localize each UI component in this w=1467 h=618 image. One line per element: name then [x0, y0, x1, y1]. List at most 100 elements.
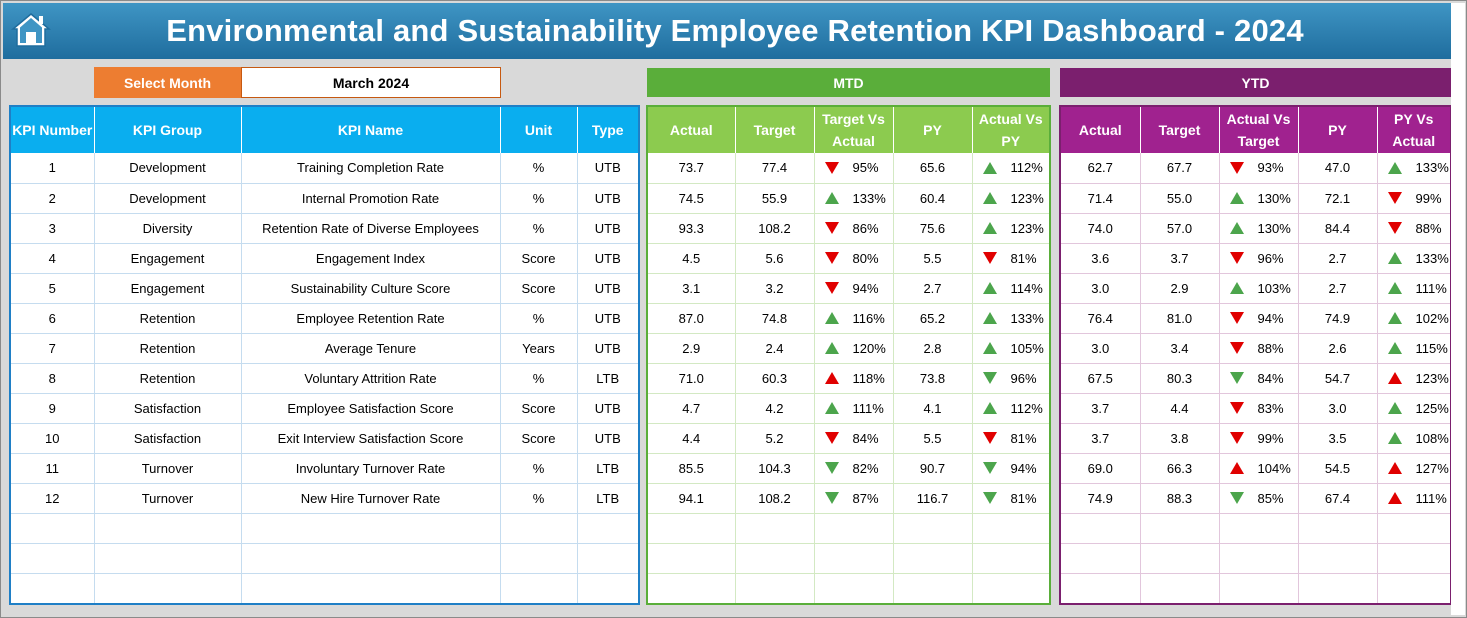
column-header: Type — [577, 107, 638, 153]
column-header: Target — [1140, 107, 1220, 153]
indicator-cell: 123% — [1377, 363, 1450, 394]
indicator-cell: 103% — [1219, 273, 1299, 304]
percent-value: 130% — [1257, 220, 1291, 236]
up-arrow-red-icon — [1229, 462, 1244, 474]
table-row: 2.9 2.4 120% 2.8 105% — [648, 333, 1049, 364]
up-arrow-green-icon — [982, 222, 997, 234]
column-header: Actual — [648, 107, 736, 153]
down-arrow-red-icon — [1229, 402, 1244, 414]
mtd-py: 116.7 — [893, 483, 973, 514]
up-arrow-green-icon — [1229, 282, 1244, 294]
kpi-type: UTB — [577, 333, 638, 364]
kpi-number: 8 — [11, 363, 95, 394]
ytd-py: 2.7 — [1298, 273, 1378, 304]
kpi-unit: Score — [500, 423, 578, 454]
percent-value: 108% — [1415, 430, 1449, 446]
table-row: 71.0 60.3 118% 73.8 96% — [648, 363, 1050, 394]
table-row: 3.6 3.7 96% 2.7 133% — [1061, 243, 1450, 274]
table-row: 3 Diversity Retention Rate of Diverse Empl… — [11, 213, 638, 244]
kpi-group: Turnover — [94, 483, 242, 514]
empty-cell — [1298, 513, 1378, 544]
kpi-name: Sustainability Culture Score — [241, 273, 501, 304]
table-row — [1061, 543, 1450, 574]
indicator: 94% — [973, 461, 1050, 476]
mtd-actual: 94.1 — [648, 483, 736, 514]
indicator: 96% — [973, 371, 1050, 386]
down-arrow-red-icon — [1387, 222, 1402, 234]
kpi-table-panel: KPI Number KPI Group KPI Name Unit Type 1 Dev… — [9, 105, 640, 605]
kpi-name: Exit Interview Satisfaction Score — [241, 423, 501, 454]
percent-value: 123% — [1415, 370, 1449, 386]
table-row: 3.0 2.9 103% 2.7 111% — [1061, 273, 1451, 304]
percent-value: 96% — [1010, 370, 1037, 386]
up-arrow-green-icon — [824, 312, 839, 324]
empty-cell — [814, 513, 894, 544]
empty-cell — [648, 543, 736, 574]
kpi-group: Retention — [94, 333, 242, 364]
home-icon[interactable] — [9, 11, 53, 49]
indicator: 94% — [1220, 311, 1298, 326]
indicator: 114% — [973, 281, 1050, 296]
indicator: 93% — [1220, 160, 1298, 175]
percent-value: 125% — [1415, 400, 1449, 416]
indicator-cell: 84% — [1219, 363, 1299, 394]
percent-value: 133% — [852, 190, 886, 206]
percent-value: 94% — [852, 280, 879, 296]
table-row: 4.5 5.6 80% 5.5 81% — [648, 243, 1049, 274]
indicator: 115% — [1378, 341, 1451, 356]
up-arrow-green-icon — [982, 312, 997, 324]
kpi-group: Satisfaction — [94, 393, 242, 424]
up-arrow-green-icon — [1387, 342, 1402, 354]
kpi-group: Retention — [94, 363, 242, 394]
up-arrow-green-icon — [1387, 312, 1402, 324]
kpi-group: Satisfaction — [94, 423, 242, 454]
percent-value: 130% — [1257, 190, 1291, 206]
ytd-target: 3.8 — [1140, 423, 1220, 454]
empty-cell — [893, 543, 973, 574]
ytd-header: YTD — [1060, 68, 1451, 97]
indicator: 127% — [1378, 461, 1451, 476]
mtd-target: 74.8 — [735, 303, 815, 334]
percent-value: 93% — [1257, 160, 1284, 176]
percent-value: 133% — [1415, 160, 1449, 176]
month-select[interactable]: March 2024 — [241, 67, 501, 98]
table-row: 2 Development Internal Promotion Rate% UTB — [11, 183, 638, 214]
indicator-cell: 85% — [1219, 483, 1299, 514]
empty-cell — [1377, 513, 1450, 544]
indicator: 84% — [1220, 371, 1298, 386]
percent-value: 116% — [852, 310, 885, 326]
indicator: 83% — [1220, 401, 1298, 416]
ytd-target: 67.7 — [1140, 153, 1220, 184]
mtd-py: 5.5 — [893, 423, 973, 454]
table-row: 74.0 57.0 130% 84.4 88% — [1061, 213, 1450, 244]
ytd-actual: 3.6 — [1061, 243, 1141, 274]
percent-value: 112% — [1010, 400, 1043, 416]
kpi-type: UTB — [577, 273, 638, 304]
percent-value: 81% — [1010, 490, 1037, 506]
ytd-target: 80.3 — [1140, 363, 1220, 394]
indicator: 111% — [1378, 491, 1451, 506]
kpi-number: 6 — [11, 303, 95, 334]
percent-value: 112% — [1010, 160, 1043, 176]
empty-cell — [1219, 573, 1299, 603]
down-arrow-red-icon — [982, 252, 997, 264]
ytd-actual: 76.4 — [1061, 303, 1141, 334]
kpi-unit: % — [500, 183, 578, 214]
percent-value: 111% — [852, 400, 884, 416]
ytd-py: 67.4 — [1298, 483, 1378, 514]
right-margin — [1451, 3, 1465, 615]
empty-cell — [735, 513, 815, 544]
indicator-cell: 112% — [972, 153, 1049, 184]
indicator-cell: 80% — [814, 243, 894, 274]
mtd-actual: 4.7 — [648, 393, 736, 424]
table-row — [1061, 573, 1450, 603]
ytd-target: 66.3 — [1140, 453, 1220, 484]
table-row: 85.5 104.3 82% 90.7 94% — [648, 453, 1050, 484]
mtd-target: 60.3 — [735, 363, 815, 394]
column-header: KPI Group — [94, 107, 242, 153]
indicator: 111% — [1378, 281, 1451, 296]
empty-cell — [241, 513, 501, 544]
ytd-py: 47.0 — [1298, 153, 1378, 184]
percent-value: 83% — [1257, 400, 1284, 416]
table-row: 1 Development Training Completion Rate% UTB — [11, 153, 638, 184]
